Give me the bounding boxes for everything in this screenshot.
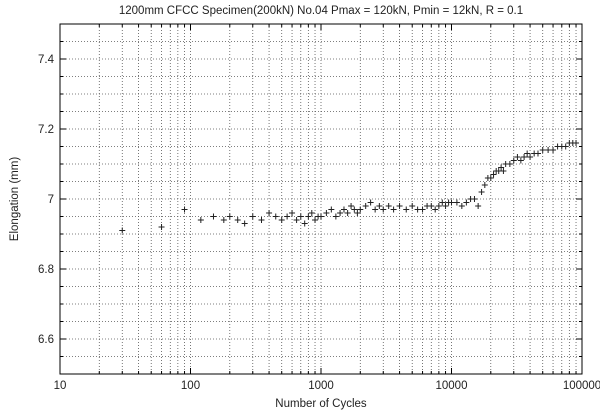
data-point (453, 199, 460, 206)
data-point (510, 157, 517, 164)
data-point (432, 206, 439, 213)
data-point (487, 175, 494, 181)
data-point (481, 182, 488, 188)
y-tick-label: 7 (48, 194, 54, 206)
data-point (419, 206, 426, 213)
y-axis-label: Elongation (mm) (9, 157, 21, 242)
data-point (119, 227, 126, 234)
axis-ticks (59, 23, 582, 375)
data-point (490, 171, 497, 178)
data-point (527, 154, 534, 160)
data-point (550, 147, 557, 153)
data-point (293, 217, 300, 223)
x-tick-labels: 10 100 1000 10000 100000 (54, 380, 600, 392)
data-point (380, 206, 387, 213)
x-axis-label: Number of Cycles (275, 398, 367, 410)
data-point (181, 206, 188, 213)
y-tick-labels: 6.6 6.8 7 7.2 7.4 (38, 54, 55, 346)
data-point (458, 203, 465, 209)
data-point (385, 203, 392, 209)
x-tick-label: 100000 (563, 380, 600, 392)
data-point (500, 168, 507, 174)
data-point (396, 203, 403, 209)
data-point (362, 203, 369, 209)
data-point (439, 199, 446, 206)
data-point (442, 203, 449, 209)
data-point (297, 213, 304, 220)
chart-title: 1200mm CFCC Specimen(200kN) No.04 Pmax =… (119, 5, 523, 17)
data-point (258, 217, 265, 223)
data-point (428, 203, 435, 209)
data-point (210, 213, 217, 220)
y-tick-label: 6.6 (38, 334, 54, 346)
data-point (517, 157, 524, 164)
data-point (514, 154, 521, 160)
data-point (534, 150, 541, 157)
data-point (471, 196, 478, 202)
data-point (403, 206, 410, 213)
data-point (475, 203, 482, 209)
data-point (348, 203, 355, 209)
x-tick-label: 10000 (436, 380, 468, 392)
data-point (312, 217, 319, 223)
data-point (448, 199, 455, 206)
data-point (562, 143, 569, 150)
data-point (284, 213, 291, 220)
data-point (220, 217, 227, 223)
data-point (478, 189, 485, 195)
data-point (241, 220, 248, 227)
data-point (308, 210, 315, 216)
data-point (351, 206, 358, 213)
x-tick-label: 1000 (308, 380, 334, 392)
data-point (498, 164, 505, 171)
data-point (323, 210, 330, 216)
data-point (266, 210, 273, 216)
data-point (337, 210, 344, 216)
data-point (305, 213, 312, 220)
x-tick-label: 100 (181, 380, 200, 392)
data-point (463, 199, 470, 206)
data-point (332, 213, 339, 220)
data-point (521, 154, 528, 160)
data-point (506, 161, 513, 167)
y-tick-label: 7.4 (38, 54, 55, 66)
data-point (573, 140, 580, 146)
data-point (318, 213, 324, 220)
data-point (234, 217, 241, 223)
data-point (376, 203, 383, 209)
data-point (328, 206, 335, 213)
data-point (435, 203, 442, 209)
grid (60, 24, 582, 374)
data-point (249, 213, 256, 220)
data-point (301, 220, 308, 227)
y-tick-label: 7.2 (38, 124, 54, 136)
data-point (197, 217, 204, 223)
data-points (119, 140, 580, 234)
data-point (344, 210, 351, 216)
data-point (226, 213, 233, 220)
data-point (539, 147, 546, 153)
y-tick-label: 6.8 (38, 264, 54, 276)
data-point (409, 203, 416, 209)
data-point (158, 224, 165, 230)
data-point (354, 210, 361, 216)
data-point (289, 210, 296, 216)
data-point (272, 213, 279, 220)
data-point (278, 217, 285, 223)
data-point (367, 199, 374, 206)
data-point (340, 206, 347, 213)
data-point (524, 150, 531, 157)
x-tick-label: 10 (54, 380, 67, 392)
data-point (372, 206, 379, 213)
data-point (390, 206, 397, 213)
data-point (357, 206, 364, 213)
